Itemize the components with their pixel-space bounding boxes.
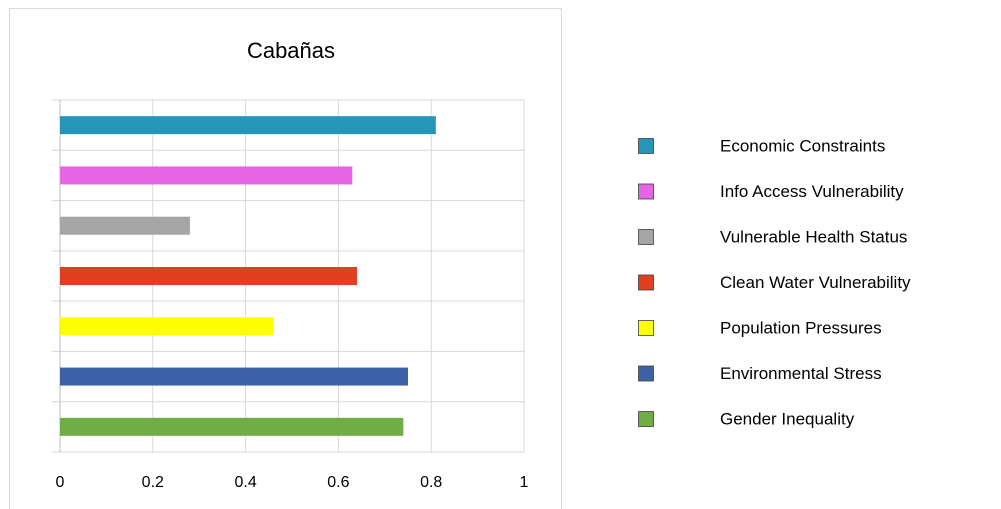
legend-swatch bbox=[638, 229, 654, 245]
legend-label: Clean Water Vulnerability bbox=[720, 273, 911, 292]
legend-label: Info Access Vulnerability bbox=[720, 182, 904, 201]
legend-label: Economic Constraints bbox=[720, 136, 885, 155]
x-tick-label: 0.4 bbox=[234, 474, 256, 491]
legend-swatch bbox=[638, 274, 654, 291]
chart-title: Cabañas bbox=[247, 38, 335, 63]
bar bbox=[60, 317, 274, 336]
x-tick-label: 0.8 bbox=[420, 474, 442, 491]
x-tick-label: 0 bbox=[56, 474, 65, 491]
legend-swatch bbox=[638, 411, 654, 427]
x-tick-label: 0.6 bbox=[327, 474, 349, 491]
bar bbox=[60, 216, 190, 235]
legend-label: Population Pressures bbox=[720, 318, 882, 337]
bar bbox=[60, 417, 404, 436]
bar bbox=[60, 166, 353, 185]
legend-label: Environmental Stress bbox=[720, 364, 882, 383]
x-tick-label: 1 bbox=[520, 474, 529, 491]
legend-label: Gender Inequality bbox=[720, 409, 855, 428]
bar bbox=[60, 367, 408, 386]
bar bbox=[60, 267, 357, 285]
legend-swatch bbox=[638, 365, 654, 382]
legend-swatch bbox=[638, 183, 654, 200]
x-tick-label: 0.2 bbox=[142, 474, 164, 491]
legend-swatch bbox=[638, 138, 654, 154]
legend-label: Vulnerable Health Status bbox=[720, 227, 907, 246]
legend-swatch bbox=[638, 320, 654, 336]
bar bbox=[60, 116, 436, 135]
